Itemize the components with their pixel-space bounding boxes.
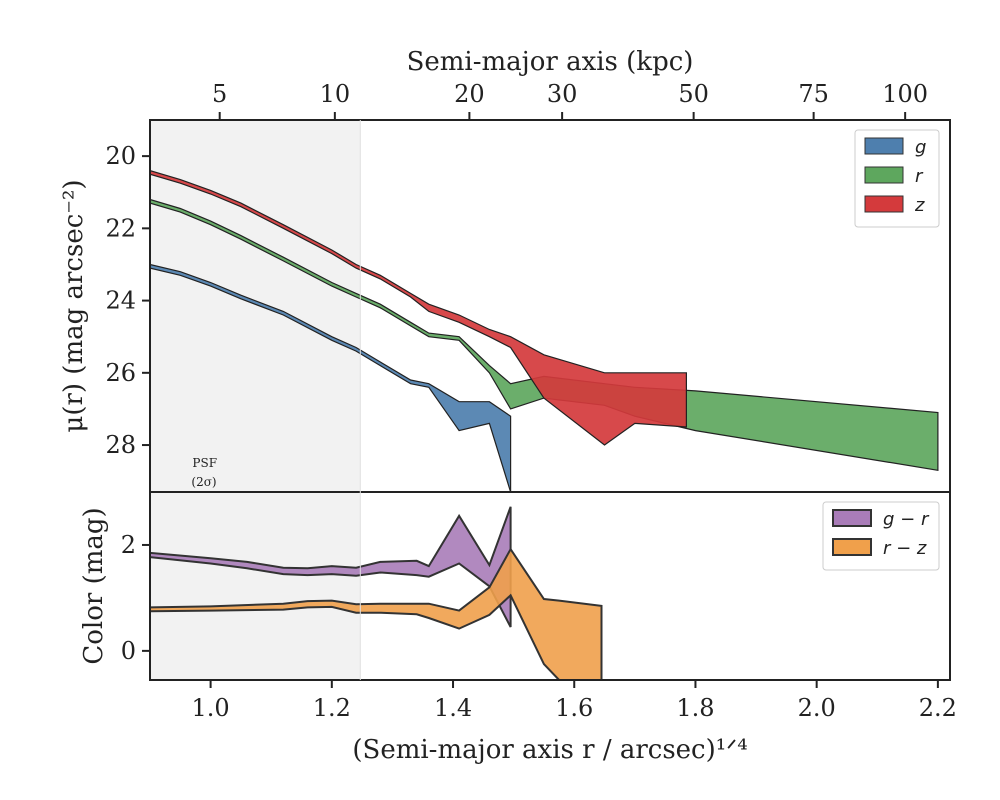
psf-annotation-sigma: (2σ): [191, 475, 216, 489]
x-tick-label: 1.2: [313, 694, 351, 722]
x-tick-label: 2.2: [919, 694, 957, 722]
bottom-legend: g − r r − z: [822, 501, 940, 571]
area-rz-color-band: [150, 547, 603, 680]
axis-ticks: 20 22 24 26 28 5 10 20 30 50 75 100 0 2 1.0 1.2 1.4 1.6 1.…: [105, 80, 957, 722]
top-x-tick-label: 50: [678, 80, 709, 108]
legend-label: r: [915, 166, 924, 187]
bottom-x-axis-label: (Semi-major axis r / arcsec)¹ᐟ⁴: [352, 735, 747, 765]
bottom-panel-frame: [149, 491, 951, 681]
legend-label: r − z: [883, 538, 927, 559]
y-tick-label-bottom: 0: [121, 637, 136, 665]
psf-shaded-region-bottom: [150, 492, 361, 680]
top-x-tick-label: 100: [882, 80, 928, 108]
psf-shaded-region-top: [150, 120, 361, 492]
bottom-panel-areas: [150, 506, 603, 680]
top-x-tick-label: 75: [798, 80, 829, 108]
y-tick-label-bottom: 2: [121, 531, 136, 559]
x-tick-label: 1.6: [555, 694, 593, 722]
top-x-tick-label: 5: [212, 80, 227, 108]
x-tick-label: 2.0: [798, 694, 836, 722]
y-tick-label-top: 26: [105, 359, 136, 387]
top-x-axis-label: Semi-major axis (kpc): [407, 47, 694, 77]
top-x-tick-label: 30: [547, 80, 578, 108]
bottom-y-axis-label: Color (mag): [79, 507, 109, 664]
area-z-band: [150, 169, 687, 446]
y-tick-label-top: 24: [105, 287, 136, 315]
legend-swatch: [832, 538, 872, 556]
legend-label: g − r: [883, 509, 930, 530]
y-tick-label-top: 20: [105, 142, 136, 170]
x-tick-label: 1.8: [676, 694, 714, 722]
psf-annotation-label: PSF: [192, 456, 217, 470]
legend-swatch: [832, 509, 872, 527]
legend-label: z: [914, 195, 925, 216]
area-g-band: [150, 263, 512, 492]
top-y-axis-label: μ(r) (mag arcsec⁻²): [59, 179, 89, 432]
area-gr-color-band: [150, 506, 512, 628]
x-tick-label: 1.0: [192, 694, 230, 722]
legend-label: g: [915, 137, 926, 158]
legend-swatch: [864, 137, 904, 155]
top-panel-areas: [150, 169, 939, 492]
top-legend: grz: [854, 129, 940, 228]
area-r-band: [150, 198, 939, 472]
legend-swatch: [864, 166, 904, 184]
x-tick-label: 1.4: [434, 694, 472, 722]
top-x-tick-label: 10: [320, 80, 351, 108]
y-tick-label-top: 28: [105, 431, 136, 459]
top-x-tick-label: 20: [454, 80, 485, 108]
y-tick-label-top: 22: [105, 214, 136, 242]
legend-swatch: [864, 195, 904, 213]
